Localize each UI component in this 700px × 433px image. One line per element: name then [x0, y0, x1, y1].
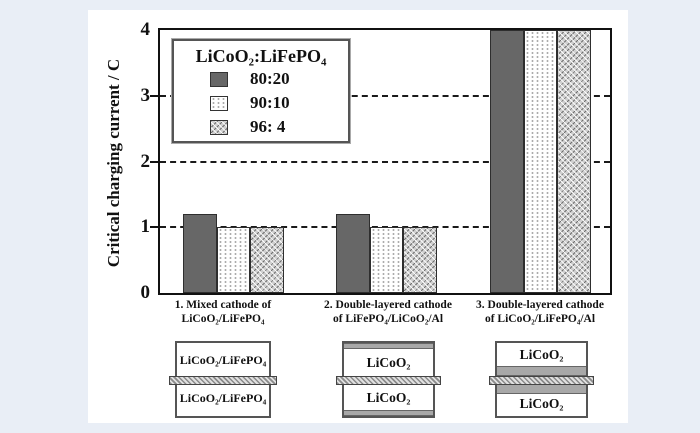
diagram3-bottom-layer-label: LiCoO₂ [519, 396, 564, 411]
plot-area: LiCoO₂:LiFePO₄ 80:20 90:10 96: 4 [158, 28, 612, 295]
y-tick-label-4: 4 [140, 19, 151, 40]
lifepo4-layer-bottom-outer-icon [344, 410, 433, 416]
diagram2-bottom-layer-label: LiCoO₂ [366, 390, 411, 405]
diagram3-top-layer-label: LiCoO₂ [519, 347, 564, 362]
bar-group3-ratio-80-20 [490, 30, 524, 293]
legend-title: LiCoO₂:LiFePO₄ [195, 46, 327, 66]
x-category-label-2: 2. Double-layered cathode of LiFePO₄/LiC… [303, 299, 473, 326]
legend-label: 96: 4 [250, 117, 286, 136]
y-tick-label-1: 1 [140, 216, 151, 238]
legend-row-96-4: 96: 4 [174, 115, 348, 139]
bar-group3-ratio-90-10 [523, 30, 557, 293]
legend-row-80-20: 80:20 [174, 67, 348, 91]
x-category-label-1: 1. Mixed cathode of LiCoO₂/LiFePO₄ [138, 299, 308, 326]
x-category-label-3: 3. Double-layered cathode of LiCoO₂/LiFe… [455, 299, 625, 326]
bar-group2-ratio-96-4 [403, 227, 437, 293]
y-tick-label-3: 3 [140, 84, 151, 106]
al-foil-strip-icon [169, 376, 277, 385]
bar-group1-ratio-90-10 [216, 227, 250, 293]
figure: Critical charging current / C LiCoO₂:LiF… [88, 10, 628, 423]
diagram1-bottom-layer-label: LiCoO₂/LiFePO₄ [179, 391, 267, 405]
legend-label: 90:10 [250, 93, 290, 112]
category-3-line2: of LiCoO₂/LiFePO₄/Al [484, 312, 596, 325]
category-3-line1: 3. Double-layered cathode [476, 299, 604, 311]
y-tick-mark-1 [150, 226, 158, 229]
legend-swatch-dotted-icon [210, 95, 228, 111]
diagram1-top-layer-label: LiCoO₂/LiFePO₄ [179, 353, 267, 367]
category-1-line1: 1. Mixed cathode of [174, 299, 272, 311]
y-tick-label-2: 2 [140, 150, 151, 172]
legend-label: 80:20 [250, 69, 290, 88]
bar-group3-ratio-96-4 [557, 30, 591, 293]
al-foil-strip-icon [489, 376, 594, 385]
gridline-2 [160, 160, 610, 163]
al-foil-strip-icon [336, 376, 441, 385]
cathode-diagram-lifepo4-inside: LiCoO₂ LiCoO₂ [489, 341, 594, 418]
lifepo4-layer-below-foil-icon [497, 384, 586, 394]
category-2-line1: 2. Double-layered cathode [324, 299, 452, 311]
y-tick-mark-2 [150, 160, 158, 163]
legend-swatch-solid-icon [210, 71, 228, 87]
bar-group1-ratio-80-20 [183, 214, 217, 293]
y-tick-mark-3 [150, 94, 158, 97]
legend-row-90-10: 90:10 [174, 91, 348, 115]
legend: LiCoO₂:LiFePO₄ 80:20 90:10 96: 4 [172, 39, 350, 143]
cathode-diagram-lifepo4-outside: LiCoO₂ LiCoO₂ [336, 341, 441, 418]
category-1-line2: LiCoO₂/LiFePO₄ [181, 312, 265, 325]
diagram2-top-layer-label: LiCoO₂ [366, 355, 411, 370]
legend-swatch-crosshatch-icon [210, 119, 228, 135]
bar-group1-ratio-96-4 [250, 227, 284, 293]
bar-group2-ratio-90-10 [369, 227, 403, 293]
y-tick-label-0: 0 [140, 282, 151, 303]
lifepo4-layer-above-foil-icon [497, 366, 586, 376]
category-2-line2: of LiFePO₄/LiCoO₂/Al [332, 312, 444, 325]
bar-group2-ratio-80-20 [336, 214, 370, 293]
cathode-diagram-mixed: LiCoO₂/LiFePO₄ LiCoO₂/LiFePO₄ [169, 341, 277, 418]
gridline-3 [160, 94, 610, 97]
lifepo4-layer-top-outer-icon [344, 343, 433, 349]
